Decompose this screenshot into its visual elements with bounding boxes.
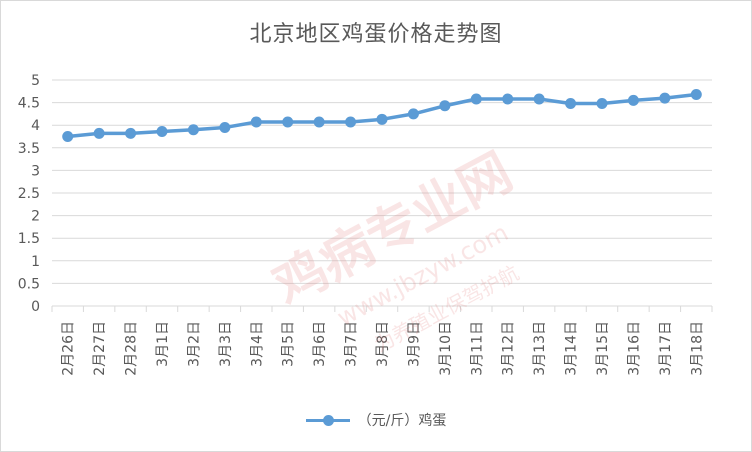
- y-tick-label: 4.5: [18, 96, 40, 112]
- data-point: [659, 92, 671, 104]
- x-tick-label: 3月10日: [438, 321, 454, 376]
- data-point: [502, 93, 514, 105]
- data-point: [93, 127, 105, 139]
- data-point: [125, 127, 137, 139]
- data-point: [690, 88, 702, 100]
- x-tick-label: 3月2日: [186, 321, 202, 367]
- x-tick-label: 3月8日: [375, 321, 391, 367]
- x-tick-label: 3月9日: [406, 321, 422, 367]
- x-tick-label: 3月5日: [281, 321, 297, 367]
- y-tick-label: 1.5: [18, 231, 40, 247]
- data-point: [187, 124, 199, 136]
- data-point: [62, 131, 74, 142]
- x-tick-label: 3月6日: [312, 321, 328, 367]
- legend-marker-icon: [305, 414, 350, 426]
- x-tick-label: 2月28日: [124, 321, 140, 376]
- y-tick-label: 0.5: [18, 276, 40, 292]
- y-tick-label: 4: [31, 118, 40, 134]
- legend-label: （元/斤）鸡蛋: [357, 413, 447, 429]
- data-point: [627, 94, 639, 106]
- data-point: [407, 108, 419, 120]
- y-tick-label: 0: [31, 299, 40, 315]
- x-tick-label: 3月18日: [689, 321, 705, 376]
- data-point: [470, 93, 482, 105]
- chart-title: 北京地区鸡蛋价格走势图: [249, 22, 503, 47]
- y-tick-label: 2.5: [18, 186, 40, 202]
- y-tick-label: 3: [31, 163, 40, 179]
- data-point: [596, 98, 608, 110]
- data-point: [345, 116, 357, 128]
- data-point: [156, 126, 168, 138]
- x-tick-label: 3月11日: [469, 321, 485, 376]
- x-tick-label: 3月15日: [595, 321, 611, 376]
- y-tick-label: 3.5: [18, 141, 40, 157]
- data-point: [219, 121, 231, 133]
- x-tick-label: 3月12日: [501, 321, 517, 376]
- y-tick-label: 1: [31, 254, 40, 270]
- x-tick-label: 3月14日: [564, 321, 580, 376]
- x-tick-label: 2月27日: [92, 321, 108, 376]
- x-tick-label: 3月7日: [344, 321, 360, 367]
- x-tick-label: 3月1日: [155, 321, 171, 367]
- x-tick-label: 3月16日: [626, 321, 642, 376]
- legend: （元/斤）鸡蛋: [0, 410, 752, 430]
- data-point: [439, 100, 451, 112]
- x-tick-label: 3月17日: [658, 321, 674, 376]
- data-point: [533, 93, 545, 105]
- x-tick-label: 2月26日: [61, 321, 77, 376]
- x-tick-label: 3月3日: [218, 321, 234, 367]
- x-tick-label: 3月4日: [249, 321, 265, 367]
- data-point: [565, 98, 577, 110]
- data-point: [376, 113, 388, 125]
- y-tick-label: 2: [31, 209, 40, 225]
- data-point: [313, 116, 325, 128]
- y-tick-label: 5: [31, 73, 40, 89]
- data-point: [282, 116, 294, 128]
- data-point: [250, 116, 262, 128]
- x-tick-label: 3月13日: [532, 321, 548, 376]
